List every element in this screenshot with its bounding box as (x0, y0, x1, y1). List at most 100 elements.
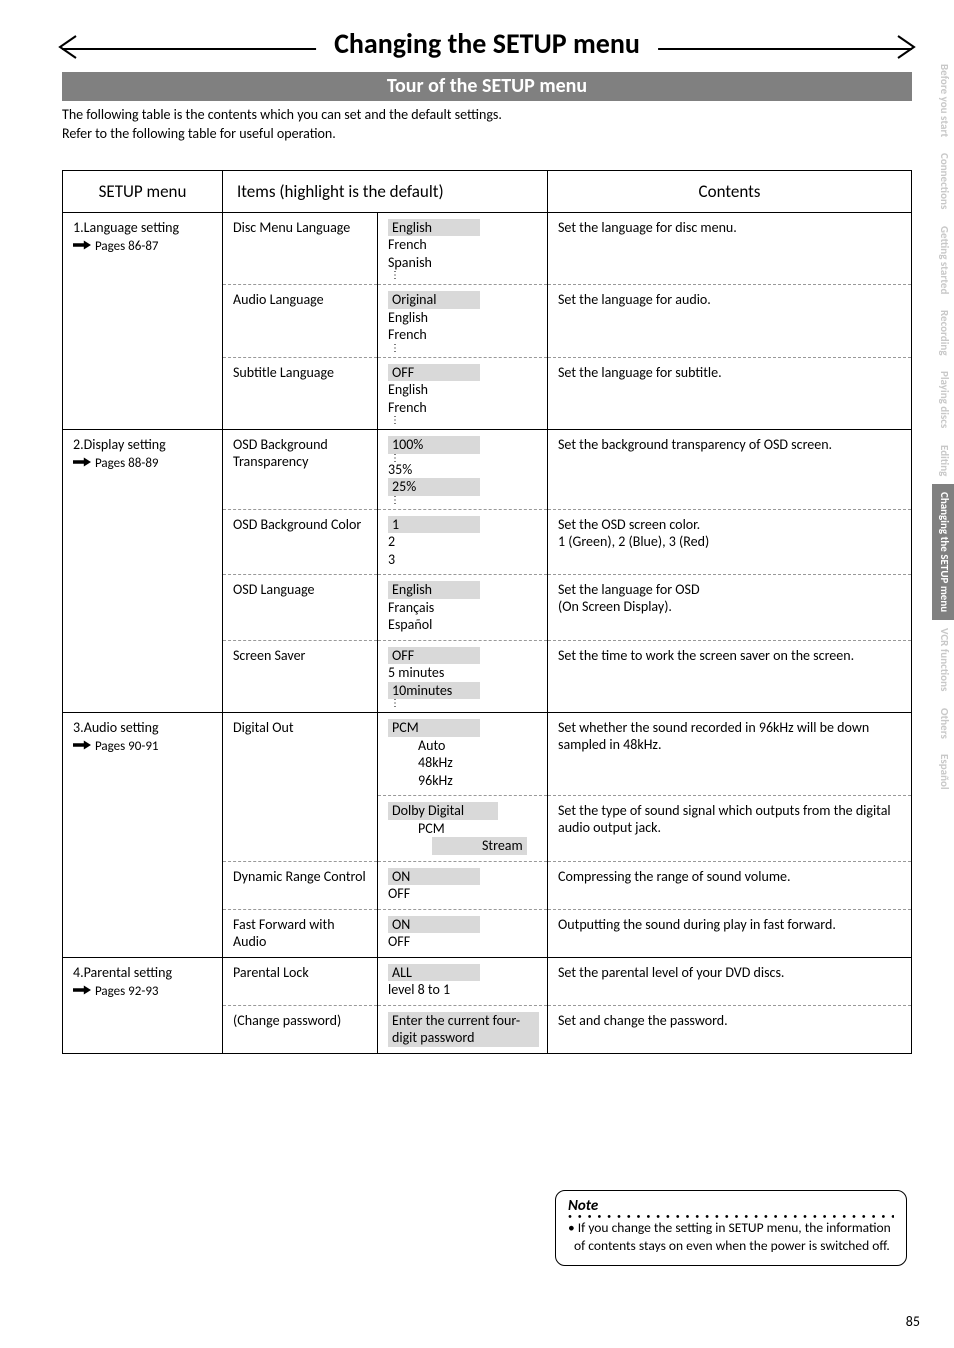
menu-cell: 4.Parental setting Pages 92-93 (63, 957, 223, 1053)
side-tabs: Before you startConnectionsGetting start… (932, 56, 954, 798)
option: French (388, 236, 539, 254)
vdots-icon: ⋮ (388, 344, 402, 351)
arrow-icon (73, 239, 91, 254)
arrow-icon (73, 739, 91, 754)
arrow-icon (73, 456, 91, 471)
option: Spanish (388, 254, 539, 272)
options-cell: 123 (378, 509, 548, 575)
intro-line2: Refer to the following table for useful … (62, 125, 336, 142)
th-items: Items (highlight is the default) (223, 170, 548, 212)
item-cell: Parental Lock (223, 957, 378, 1005)
options-cell: Dolby DigitalPCMStream (378, 796, 548, 862)
item-cell: Screen Saver (223, 640, 378, 713)
intro-line1: The following table is the contents whic… (62, 106, 502, 123)
options-cell: EnglishFrenchSpanish⋮ (378, 212, 548, 285)
content-cell: Set whether the sound recorded in 96kHz … (548, 713, 912, 796)
item-cell: Audio Language (223, 285, 378, 358)
side-tab[interactable]: Recording (932, 302, 954, 364)
option: 48kHz (388, 754, 539, 772)
vdots-icon: ⋮ (388, 454, 402, 461)
vdots-icon: ⋮ (388, 271, 402, 278)
content-cell: Outputting the sound during play in fast… (548, 909, 912, 957)
option-default: English (388, 581, 480, 599)
option: OFF (388, 885, 539, 903)
option: level 8 to 1 (388, 981, 539, 999)
content-cell: Set the language for subtitle. (548, 357, 912, 430)
option-default: ON (388, 916, 480, 934)
menu-cell: 3.Audio setting Pages 90-91 (63, 713, 223, 958)
note-box: Note • • • • • • • • • • • • • • • • • •… (555, 1190, 907, 1266)
content-cell: Set the type of sound signal which outpu… (548, 796, 912, 862)
page-ref: Pages 90-91 (73, 739, 214, 754)
section-name: 1.Language setting (73, 219, 214, 236)
section-name: 2.Display setting (73, 436, 214, 453)
side-tab[interactable]: VCR functions (932, 620, 954, 699)
side-tab[interactable]: Others (932, 700, 954, 747)
option-default: PCM (388, 719, 480, 737)
option: Français (388, 599, 539, 617)
side-tab[interactable]: Connections (932, 145, 954, 217)
content-cell: Set the background transparency of OSD s… (548, 430, 912, 510)
main-title-bar: Changing the SETUP menu (62, 28, 912, 68)
intro-text: The following table is the contents whic… (62, 106, 954, 144)
content-cell: Set the language for OSD(On Screen Displ… (548, 575, 912, 641)
item-cell: OSD Language (223, 575, 378, 641)
options-cell: ONOFF (378, 861, 548, 909)
option: 35% (388, 461, 539, 479)
vdots-icon: ⋮ (388, 416, 402, 423)
option-default: 100% (388, 436, 480, 454)
option: English (388, 381, 539, 399)
options-cell: 100%⋮35%25%⋮ (378, 430, 548, 510)
note-body: • If you change the setting in SETUP men… (568, 1219, 894, 1255)
option-default: Enter the current four-digit password (388, 1012, 539, 1047)
option: French (388, 399, 539, 417)
option: OFF (388, 933, 539, 951)
content-cell: Compressing the range of sound volume. (548, 861, 912, 909)
section-name: 4.Parental setting (73, 964, 214, 981)
option-default: OFF (388, 647, 480, 665)
main-title: Changing the SETUP menu (316, 26, 658, 61)
option: PCM (388, 820, 539, 838)
side-tab[interactable]: Playing discs (932, 363, 954, 436)
options-cell: ALLlevel 8 to 1 (378, 957, 548, 1005)
options-cell: EnglishFrançaisEspañol (378, 575, 548, 641)
side-tab[interactable]: Getting started (932, 218, 954, 302)
title-deco-right-icon (890, 32, 920, 62)
page-ref: Pages 86-87 (73, 239, 214, 254)
option-default: 10minutes (388, 682, 480, 700)
option-default: OFF (388, 364, 480, 382)
page-ref: Pages 92-93 (73, 984, 214, 999)
note-title: Note (568, 1197, 894, 1215)
item-cell: (Change password) (223, 1005, 378, 1053)
section-name: 3.Audio setting (73, 719, 214, 736)
option: Español (388, 616, 539, 634)
option-default: 25% (388, 478, 480, 496)
side-tab[interactable]: Español (932, 746, 954, 798)
option-default: ON (388, 868, 480, 886)
menu-cell: 2.Display setting Pages 88-89 (63, 430, 223, 713)
side-tab[interactable]: Changing the SETUP menu (932, 484, 954, 620)
option: 2 (388, 533, 539, 551)
content-cell: Set the language for audio. (548, 285, 912, 358)
option-default: 1 (388, 516, 480, 534)
side-tab[interactable]: Before you start (932, 56, 954, 145)
content-cell: Set and change the password. (548, 1005, 912, 1053)
content-cell: Set the time to work the screen saver on… (548, 640, 912, 713)
options-cell: ONOFF (378, 909, 548, 957)
item-cell: Subtitle Language (223, 357, 378, 430)
item-cell: Fast Forward with Audio (223, 909, 378, 957)
option: English (388, 309, 539, 327)
options-cell: PCMAuto48kHz96kHz (378, 713, 548, 796)
page-number: 85 (906, 1313, 920, 1330)
option: French (388, 326, 539, 344)
option: Auto (388, 737, 539, 755)
th-menu: SETUP menu (63, 170, 223, 212)
side-tab[interactable]: Editing (932, 437, 954, 484)
item-cell: OSD Background Color (223, 509, 378, 575)
arrow-icon (73, 984, 91, 999)
content-cell: Set the OSD screen color.1 (Green), 2 (B… (548, 509, 912, 575)
item-cell: Disc Menu Language (223, 212, 378, 285)
page-ref: Pages 88-89 (73, 456, 214, 471)
sub-title: Tour of the SETUP menu (62, 72, 912, 101)
option-default: Stream (432, 837, 527, 855)
